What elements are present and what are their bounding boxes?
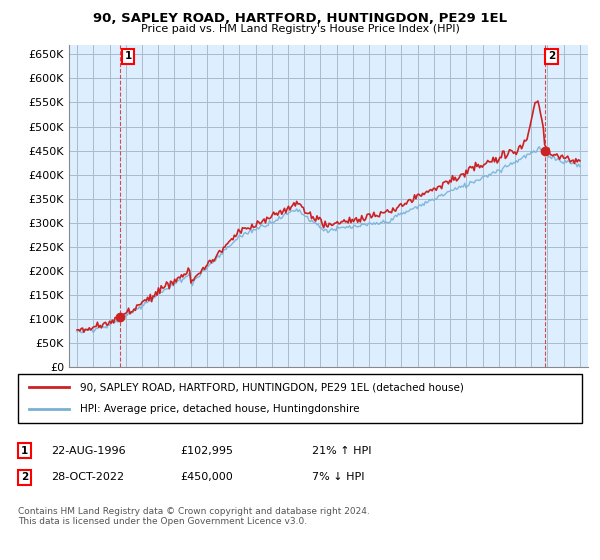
Text: 1: 1 [125, 52, 132, 61]
Text: 1: 1 [21, 446, 28, 456]
Text: 22-AUG-1996: 22-AUG-1996 [51, 446, 125, 456]
Text: 21% ↑ HPI: 21% ↑ HPI [312, 446, 371, 456]
Text: 2: 2 [21, 472, 28, 482]
FancyBboxPatch shape [18, 374, 582, 423]
Text: 28-OCT-2022: 28-OCT-2022 [51, 472, 124, 482]
Text: 90, SAPLEY ROAD, HARTFORD, HUNTINGDON, PE29 1EL (detached house): 90, SAPLEY ROAD, HARTFORD, HUNTINGDON, P… [80, 382, 464, 393]
Text: 90, SAPLEY ROAD, HARTFORD, HUNTINGDON, PE29 1EL: 90, SAPLEY ROAD, HARTFORD, HUNTINGDON, P… [93, 12, 507, 25]
Text: 2: 2 [548, 52, 555, 61]
Text: Price paid vs. HM Land Registry's House Price Index (HPI): Price paid vs. HM Land Registry's House … [140, 24, 460, 34]
Text: £102,995: £102,995 [180, 446, 233, 456]
Text: Contains HM Land Registry data © Crown copyright and database right 2024.
This d: Contains HM Land Registry data © Crown c… [18, 507, 370, 526]
Text: 7% ↓ HPI: 7% ↓ HPI [312, 472, 365, 482]
Text: £450,000: £450,000 [180, 472, 233, 482]
Text: HPI: Average price, detached house, Huntingdonshire: HPI: Average price, detached house, Hunt… [80, 404, 359, 414]
